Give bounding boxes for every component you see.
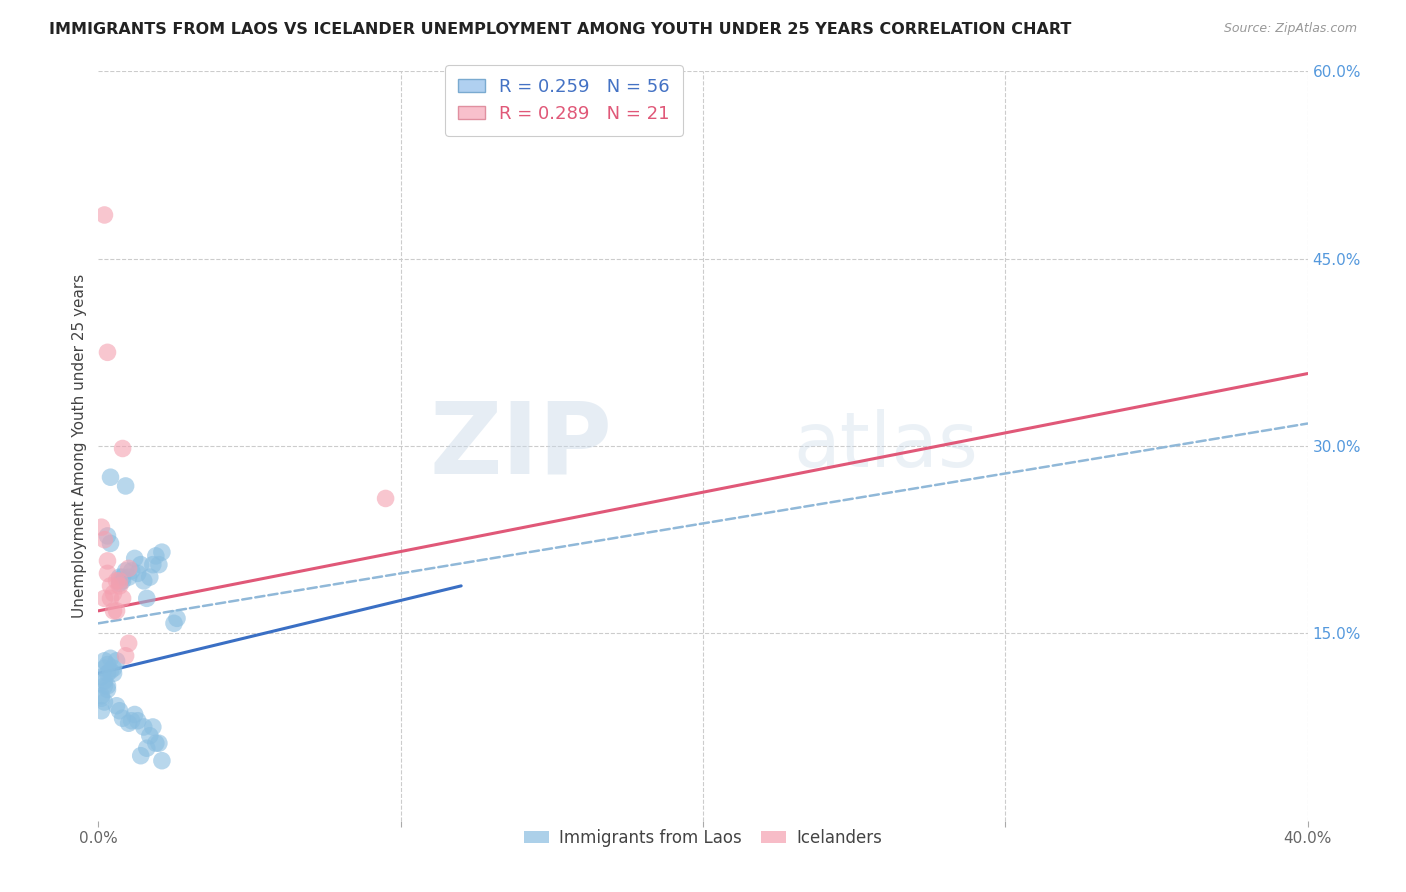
Immigrants from Laos [90, 670, 112, 684]
Icelanders [96, 345, 118, 359]
Icelanders [108, 579, 131, 593]
Immigrants from Laos [105, 654, 128, 668]
Icelanders [108, 574, 131, 588]
Icelanders [93, 208, 115, 222]
Immigrants from Laos [96, 657, 118, 672]
Icelanders [105, 574, 128, 588]
Icelanders [118, 561, 141, 575]
Immigrants from Laos [90, 691, 112, 706]
Immigrants from Laos [93, 679, 115, 693]
Immigrants from Laos [118, 716, 141, 731]
Text: ZIP: ZIP [429, 398, 613, 494]
Icelanders [93, 533, 115, 547]
Immigrants from Laos [103, 666, 125, 681]
Immigrants from Laos [100, 664, 122, 678]
Icelanders [103, 604, 125, 618]
Immigrants from Laos [103, 661, 125, 675]
Immigrants from Laos [96, 679, 118, 693]
Immigrants from Laos [96, 666, 118, 681]
Immigrants from Laos [108, 576, 131, 591]
Icelanders [111, 442, 134, 456]
Icelanders [111, 591, 134, 606]
Immigrants from Laos [124, 707, 146, 722]
Immigrants from Laos [166, 611, 188, 625]
Immigrants from Laos [108, 570, 131, 584]
Immigrants from Laos [121, 714, 143, 728]
Immigrants from Laos [121, 564, 143, 578]
Icelanders [100, 591, 122, 606]
Legend: Immigrants from Laos, Icelanders: Immigrants from Laos, Icelanders [517, 822, 889, 854]
Immigrants from Laos [132, 574, 155, 588]
Immigrants from Laos [90, 689, 112, 703]
Immigrants from Laos [111, 711, 134, 725]
Immigrants from Laos [135, 741, 157, 756]
Immigrants from Laos [96, 529, 118, 543]
Immigrants from Laos [129, 748, 152, 763]
Icelanders [374, 491, 396, 506]
Icelanders [93, 591, 115, 606]
Icelanders [114, 648, 136, 663]
Text: atlas: atlas [793, 409, 979, 483]
Immigrants from Laos [100, 536, 122, 550]
Icelanders [90, 520, 112, 534]
Immigrants from Laos [111, 574, 134, 588]
Immigrants from Laos [127, 566, 149, 581]
Icelanders [103, 586, 125, 600]
Icelanders [105, 604, 128, 618]
Immigrants from Laos [142, 720, 165, 734]
Immigrants from Laos [93, 654, 115, 668]
Immigrants from Laos [148, 558, 170, 572]
Immigrants from Laos [142, 558, 165, 572]
Immigrants from Laos [114, 479, 136, 493]
Text: IMMIGRANTS FROM LAOS VS ICELANDER UNEMPLOYMENT AMONG YOUTH UNDER 25 YEARS CORREL: IMMIGRANTS FROM LAOS VS ICELANDER UNEMPL… [49, 22, 1071, 37]
Immigrants from Laos [100, 470, 122, 484]
Immigrants from Laos [90, 704, 112, 718]
Immigrants from Laos [127, 714, 149, 728]
Immigrants from Laos [96, 682, 118, 697]
Icelanders [96, 566, 118, 581]
Immigrants from Laos [145, 549, 167, 563]
Immigrants from Laos [145, 736, 167, 750]
Immigrants from Laos [139, 570, 162, 584]
Icelanders [96, 554, 118, 568]
Immigrants from Laos [148, 736, 170, 750]
Immigrants from Laos [93, 673, 115, 688]
Y-axis label: Unemployment Among Youth under 25 years: Unemployment Among Youth under 25 years [72, 274, 87, 618]
Immigrants from Laos [150, 754, 173, 768]
Icelanders [100, 579, 122, 593]
Immigrants from Laos [132, 720, 155, 734]
Immigrants from Laos [93, 695, 115, 709]
Immigrants from Laos [108, 704, 131, 718]
Immigrants from Laos [118, 570, 141, 584]
Immigrants from Laos [124, 551, 146, 566]
Immigrants from Laos [93, 661, 115, 675]
Immigrants from Laos [163, 616, 186, 631]
Immigrants from Laos [100, 651, 122, 665]
Immigrants from Laos [129, 558, 152, 572]
Text: Source: ZipAtlas.com: Source: ZipAtlas.com [1223, 22, 1357, 36]
Immigrants from Laos [139, 729, 162, 743]
Immigrants from Laos [150, 545, 173, 559]
Immigrants from Laos [111, 570, 134, 584]
Immigrants from Laos [135, 591, 157, 606]
Immigrants from Laos [105, 698, 128, 713]
Immigrants from Laos [114, 564, 136, 578]
Icelanders [118, 636, 141, 650]
